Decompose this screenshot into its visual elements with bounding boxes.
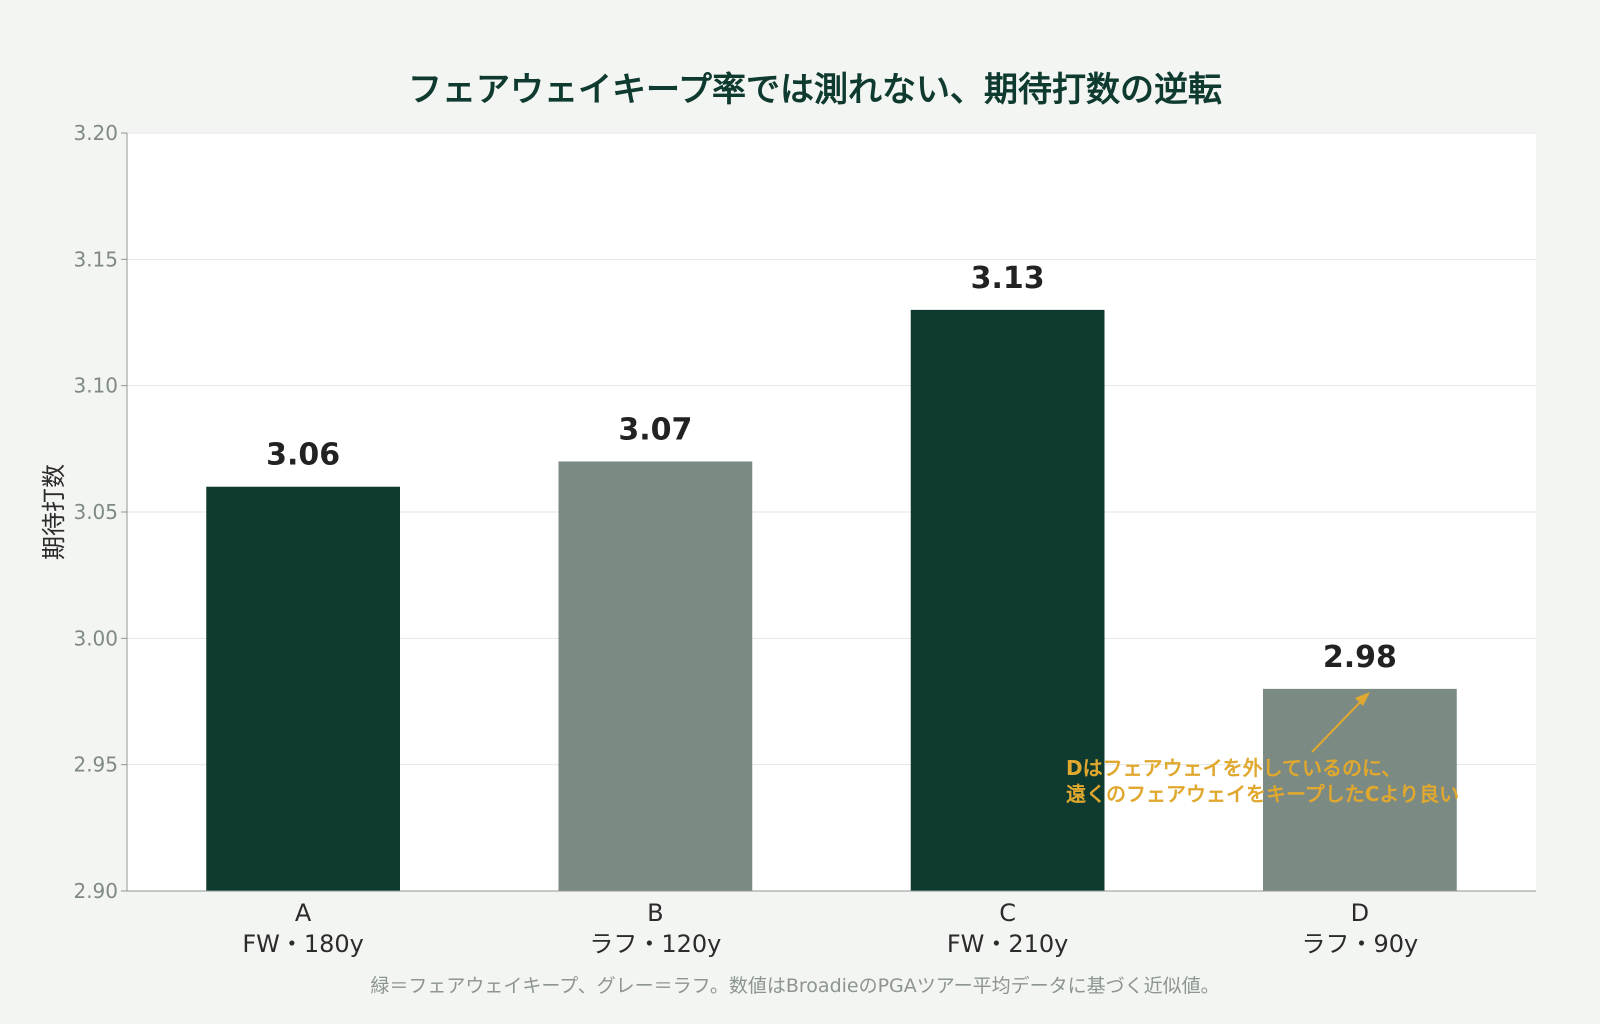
x-tick-label-sub: ラフ・90y [1302, 930, 1419, 958]
x-axis-labels: A FW・180y B ラフ・120y C FW・210y D ラフ・90y [242, 899, 1418, 958]
chart-title: フェアウェイキープ率では測れない、期待打数の逆転 [408, 70, 1222, 110]
bar-b [558, 461, 753, 891]
value-labels: 3.06 3.07 3.13 2.98 [266, 261, 1397, 675]
x-tick-label-letter: C [999, 899, 1016, 927]
annotation-arrowhead [1355, 692, 1370, 706]
value-label: 3.07 [618, 412, 692, 447]
bars [206, 309, 1457, 891]
value-label: 3.13 [971, 261, 1045, 296]
y-axis-label: 期待打数 [40, 464, 68, 560]
bar-d [1263, 688, 1457, 891]
y-tick-label: 3.15 [73, 247, 118, 271]
value-label: 2.98 [1323, 640, 1397, 675]
bar-c [910, 309, 1105, 891]
y-tick-label: 3.10 [73, 374, 118, 398]
value-label: 3.06 [266, 438, 340, 473]
y-tick-label: 3.20 [73, 121, 118, 145]
bar-a [206, 486, 400, 891]
annotation-line-2: 遠くのフェアウェイをキープしたCより良い [1066, 782, 1459, 806]
x-tick-label-letter: D [1351, 899, 1369, 927]
footnote: 緑＝フェアウェイキープ、グレー＝ラフ。数値はBroadieのPGAツアー平均デー… [370, 975, 1219, 997]
annotation-arrow-line [1311, 693, 1369, 753]
y-tick-label: 2.90 [73, 879, 118, 903]
y-tick-label: 2.95 [73, 753, 118, 777]
x-tick-label-sub: ラフ・120y [589, 930, 721, 958]
y-tick-label: 3.00 [73, 626, 118, 650]
annotation: Dはフェアウェイを外しているのに、 遠くのフェアウェイをキープしたCより良い [1066, 692, 1459, 806]
x-tick-label-letter: A [295, 899, 312, 927]
y-tick-label: 3.05 [73, 500, 118, 524]
annotation-line-1: Dはフェアウェイを外しているのに、 [1066, 756, 1401, 780]
x-tick-label-sub: FW・210y [947, 930, 1069, 958]
y-axis-ticks: 3.20 3.15 3.10 3.05 3.00 2.95 2.90 [73, 121, 127, 903]
x-tick-label-letter: B [647, 899, 663, 927]
x-tick-label-sub: FW・180y [242, 930, 364, 958]
